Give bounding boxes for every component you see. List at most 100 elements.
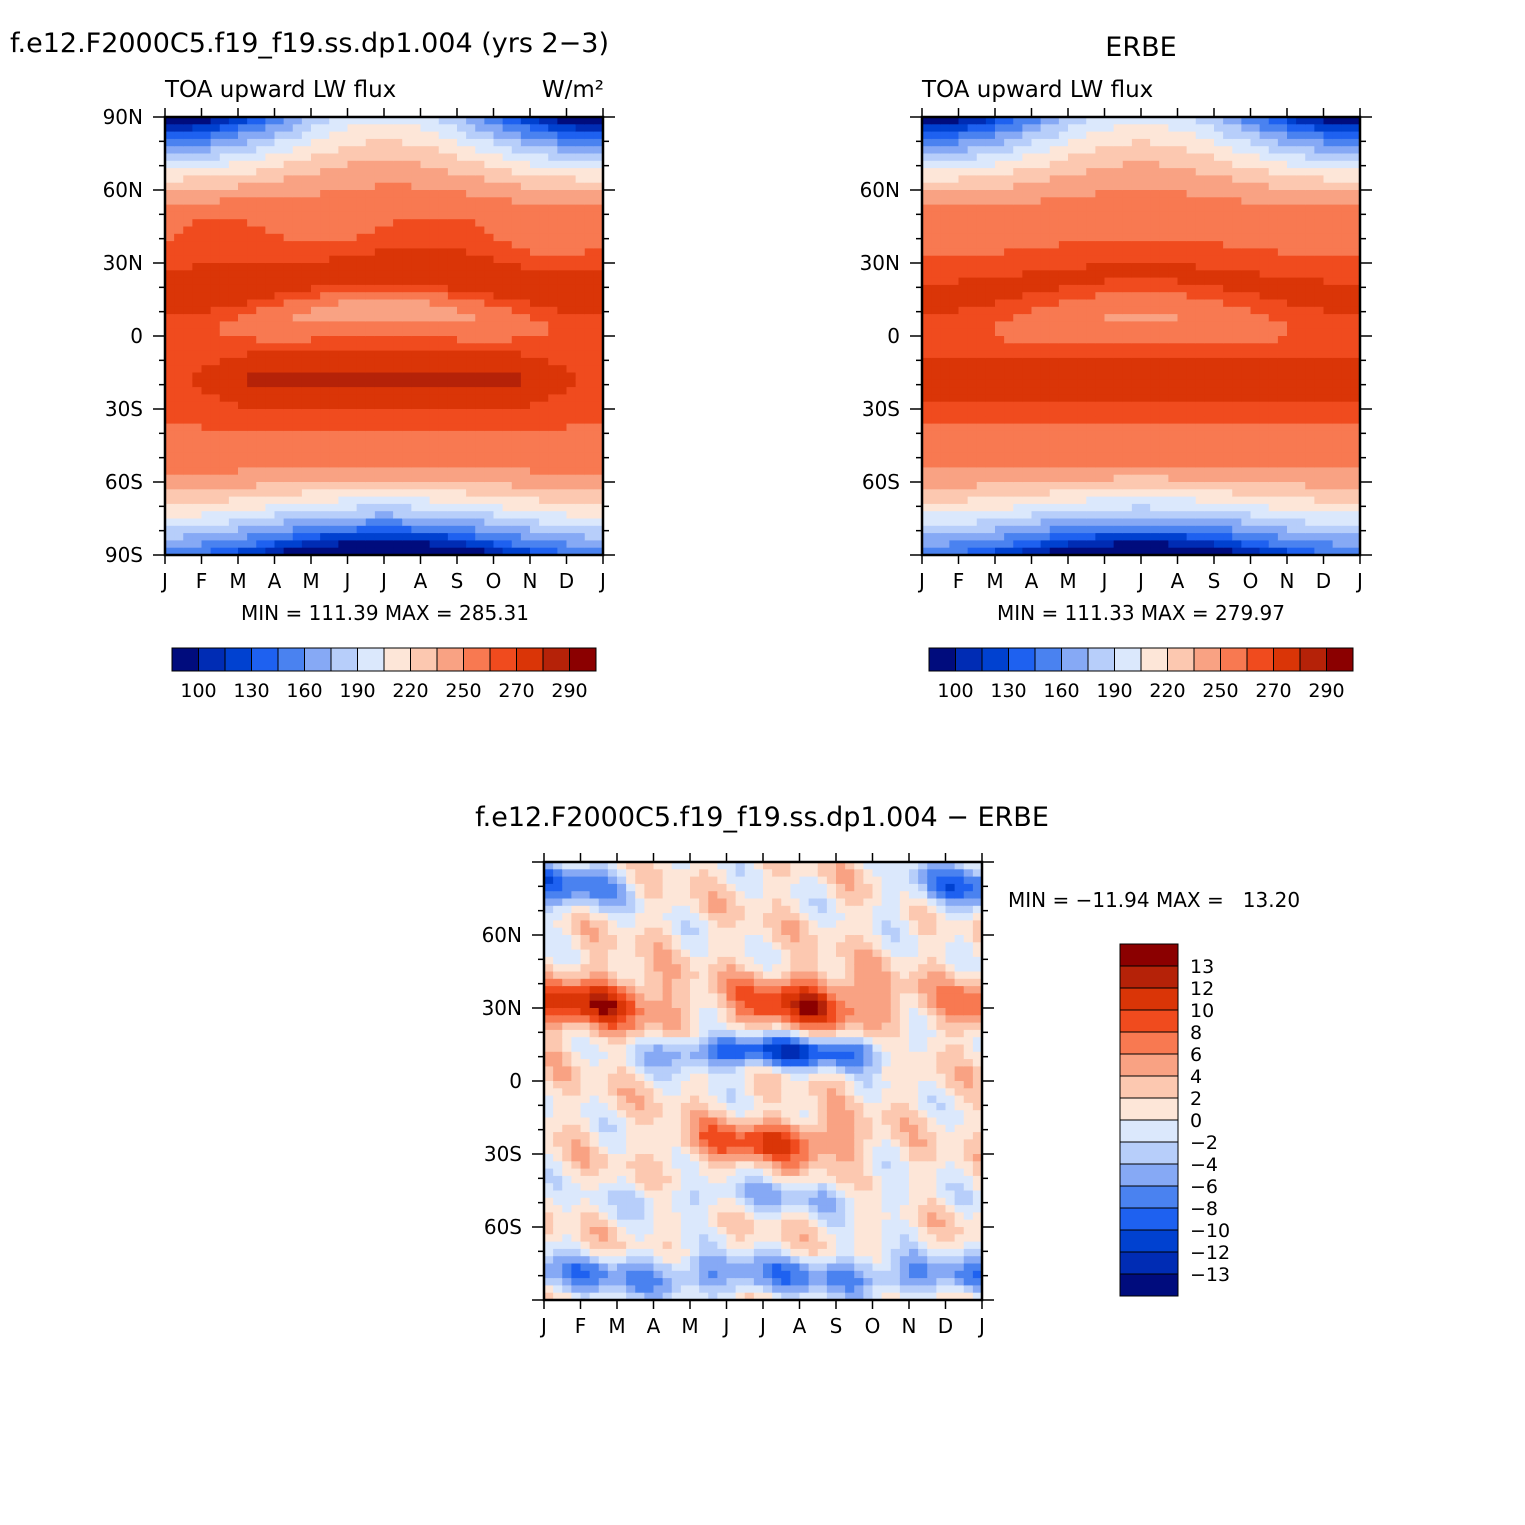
- obs-cell: [1095, 409, 1106, 417]
- obs-cell: [1040, 328, 1051, 337]
- obs-cell: [976, 525, 987, 534]
- obs-cell: [1177, 248, 1188, 257]
- model-cell: [429, 263, 440, 271]
- model-cell: [256, 430, 266, 439]
- obs-cell: [1159, 394, 1169, 403]
- model-cell: [165, 489, 175, 498]
- obs-cell: [1086, 438, 1096, 447]
- model-cell: [429, 350, 440, 359]
- obs-cell: [1150, 211, 1160, 220]
- obs-cell: [1031, 248, 1042, 257]
- model-cell: [511, 153, 522, 162]
- obs-cell: [1195, 175, 1206, 184]
- model-cell: [292, 474, 303, 483]
- obs-cell: [949, 284, 960, 293]
- model-cell: [338, 263, 349, 271]
- obs-cell: [949, 357, 960, 366]
- model-cell: [338, 314, 349, 322]
- model-cell: [566, 255, 577, 264]
- obs-cell: [1058, 175, 1069, 184]
- obs-cell: [1077, 343, 1087, 352]
- obs-cell: [1195, 219, 1206, 228]
- obs-cell: [1204, 321, 1215, 330]
- obs-cell: [1141, 343, 1151, 352]
- model-cell: [192, 153, 203, 162]
- obs-cell: [1214, 233, 1224, 242]
- obs-cell: [1159, 350, 1169, 359]
- model-cell: [466, 430, 476, 439]
- model-cell: [356, 394, 367, 403]
- obs-cell: [1077, 460, 1087, 468]
- obs-cell: [967, 445, 978, 454]
- model-cell: [384, 263, 394, 271]
- obs-cell: [1214, 533, 1224, 541]
- model-cell: [493, 153, 504, 162]
- obs-cell: [1031, 117, 1042, 125]
- obs-cell: [1104, 153, 1115, 162]
- model-cell: [356, 277, 367, 286]
- obs-cell: [1058, 409, 1069, 417]
- model-cell: [320, 270, 330, 279]
- model-cell: [484, 394, 495, 403]
- obs-cell: [1104, 204, 1115, 213]
- obs-cell: [1095, 190, 1106, 198]
- model-cell: [219, 131, 230, 140]
- obs-cell: [1049, 460, 1060, 468]
- model-cell: [274, 365, 285, 374]
- model-cell: [539, 350, 549, 359]
- obs-cell: [1022, 131, 1033, 140]
- model-cell: [256, 372, 266, 381]
- model-cell: [429, 357, 440, 366]
- model-cell: [165, 211, 175, 220]
- model-cell: [192, 306, 203, 315]
- obs-cell: [967, 365, 978, 374]
- model-cell: [192, 328, 203, 337]
- obs-cell: [967, 277, 978, 286]
- model-colorbar-box: [277, 647, 305, 672]
- model-cell: [493, 409, 504, 417]
- model-cell: [384, 197, 394, 206]
- obs-cell: [1113, 452, 1124, 461]
- model-cell: [338, 533, 349, 541]
- obs-cell: [1122, 226, 1133, 235]
- obs-cell: [1195, 292, 1206, 301]
- obs-cell: [1013, 401, 1023, 410]
- obs-cell: [1077, 533, 1087, 541]
- obs-cell: [985, 211, 996, 220]
- model-cell: [210, 226, 221, 235]
- model-cell: [228, 117, 239, 125]
- model-cell: [520, 292, 531, 301]
- obs-cell: [1113, 314, 1124, 322]
- obs-cell: [1177, 496, 1188, 505]
- obs-cell: [1058, 416, 1069, 425]
- model-cell: [402, 379, 412, 388]
- obs-cell: [1159, 160, 1169, 169]
- model-cell: [329, 270, 339, 279]
- obs-cell: [1159, 270, 1169, 279]
- obs-cell: [1031, 146, 1042, 155]
- obs-cell: [1122, 255, 1133, 264]
- model-cell: [566, 489, 577, 498]
- obs-cell: [1150, 328, 1160, 337]
- model-cell: [384, 131, 394, 140]
- model-cell: [384, 124, 394, 133]
- obs-cell: [967, 379, 978, 388]
- obs-cell: [1168, 409, 1179, 417]
- obs-cell: [1141, 336, 1151, 344]
- model-cell: [247, 131, 257, 140]
- obs-cell: [958, 474, 969, 483]
- obs-cell: [1031, 160, 1042, 169]
- obs-cell: [1068, 284, 1078, 293]
- model-cell: [338, 160, 349, 169]
- model-cell: [265, 336, 276, 344]
- obs-cell: [1022, 387, 1033, 395]
- model-cell: [365, 321, 376, 330]
- model-cell: [548, 190, 558, 198]
- model-cell: [374, 474, 385, 483]
- model-cell: [566, 394, 577, 403]
- obs-cell: [1177, 540, 1188, 549]
- model-cell: [511, 314, 522, 322]
- obs-cell: [976, 343, 987, 352]
- model-cell: [475, 306, 485, 315]
- model-cell: [283, 190, 294, 198]
